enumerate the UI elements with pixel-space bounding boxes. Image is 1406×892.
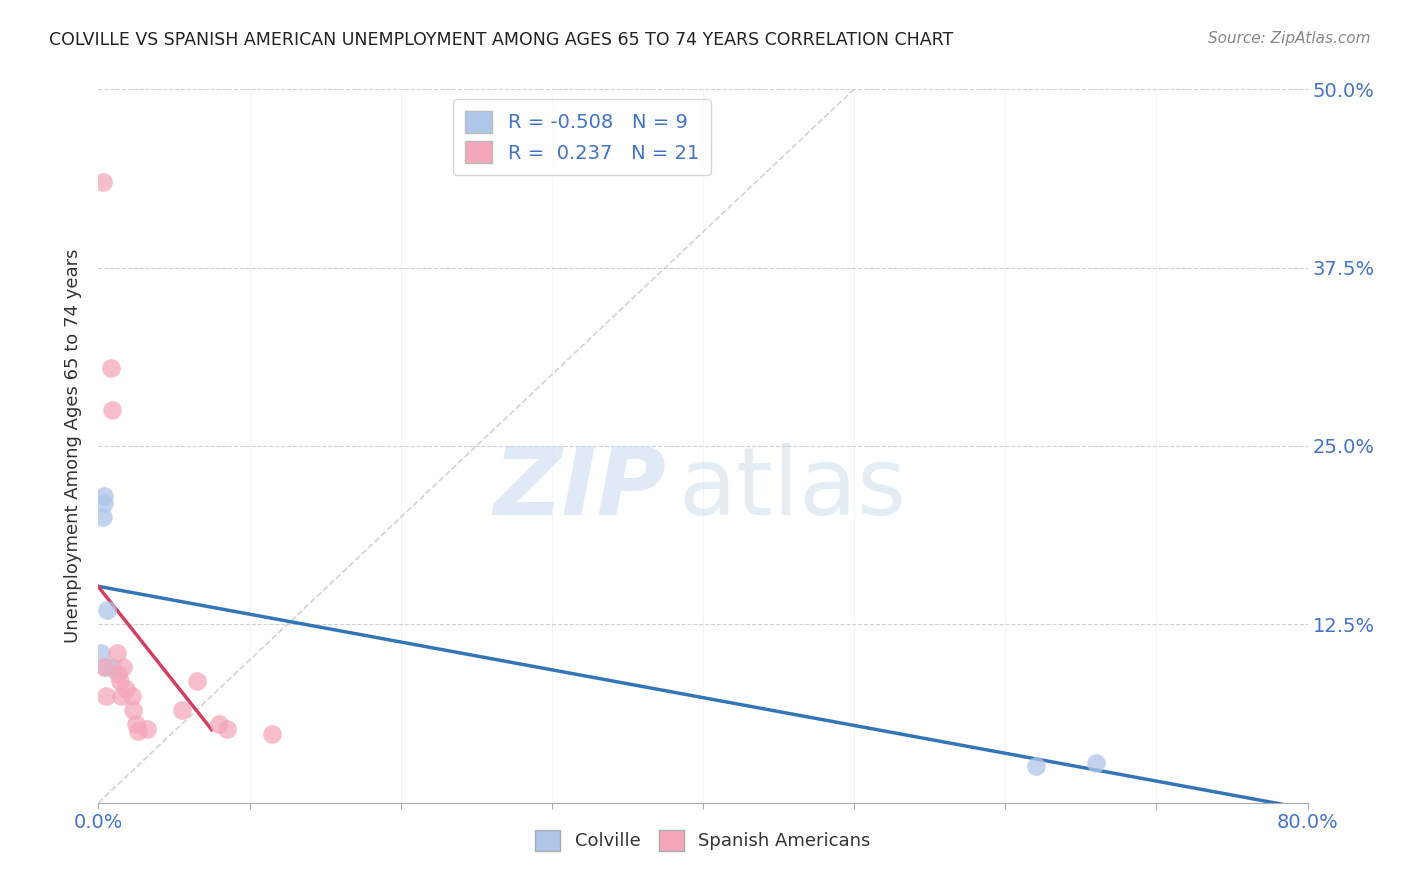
Point <box>90 646 112 660</box>
Text: COLVILLE VS SPANISH AMERICAN UNEMPLOYMENT AMONG AGES 65 TO 74 YEARS CORRELATION : COLVILLE VS SPANISH AMERICAN UNEMPLOYMEN… <box>49 31 953 49</box>
Point <box>93 660 115 674</box>
Point <box>100 360 122 375</box>
Point <box>105 646 128 660</box>
Point <box>121 689 143 703</box>
Point <box>186 674 208 689</box>
Point <box>101 403 124 417</box>
Point <box>111 660 134 674</box>
Point <box>127 724 149 739</box>
Text: Source: ZipAtlas.com: Source: ZipAtlas.com <box>1208 31 1371 46</box>
Point <box>135 722 157 736</box>
Point <box>94 689 117 703</box>
Point <box>108 674 131 689</box>
Point <box>170 703 193 717</box>
Point <box>114 681 136 696</box>
Point <box>91 175 114 189</box>
Point <box>101 660 124 674</box>
Text: ZIP: ZIP <box>494 442 666 535</box>
Point <box>110 689 132 703</box>
Point <box>91 510 114 524</box>
Y-axis label: Unemployment Among Ages 65 to 74 years: Unemployment Among Ages 65 to 74 years <box>63 249 82 643</box>
Legend: Colville, Spanish Americans: Colville, Spanish Americans <box>529 822 877 858</box>
Point <box>93 489 115 503</box>
Point <box>1085 756 1108 770</box>
Point <box>94 660 117 674</box>
Point <box>93 496 115 510</box>
Point <box>215 722 238 736</box>
Point <box>107 667 129 681</box>
Point <box>1024 758 1046 772</box>
Point <box>208 717 231 731</box>
Point <box>122 703 145 717</box>
Point <box>96 603 118 617</box>
Text: atlas: atlas <box>679 442 907 535</box>
Point <box>125 717 148 731</box>
Point <box>262 727 284 741</box>
